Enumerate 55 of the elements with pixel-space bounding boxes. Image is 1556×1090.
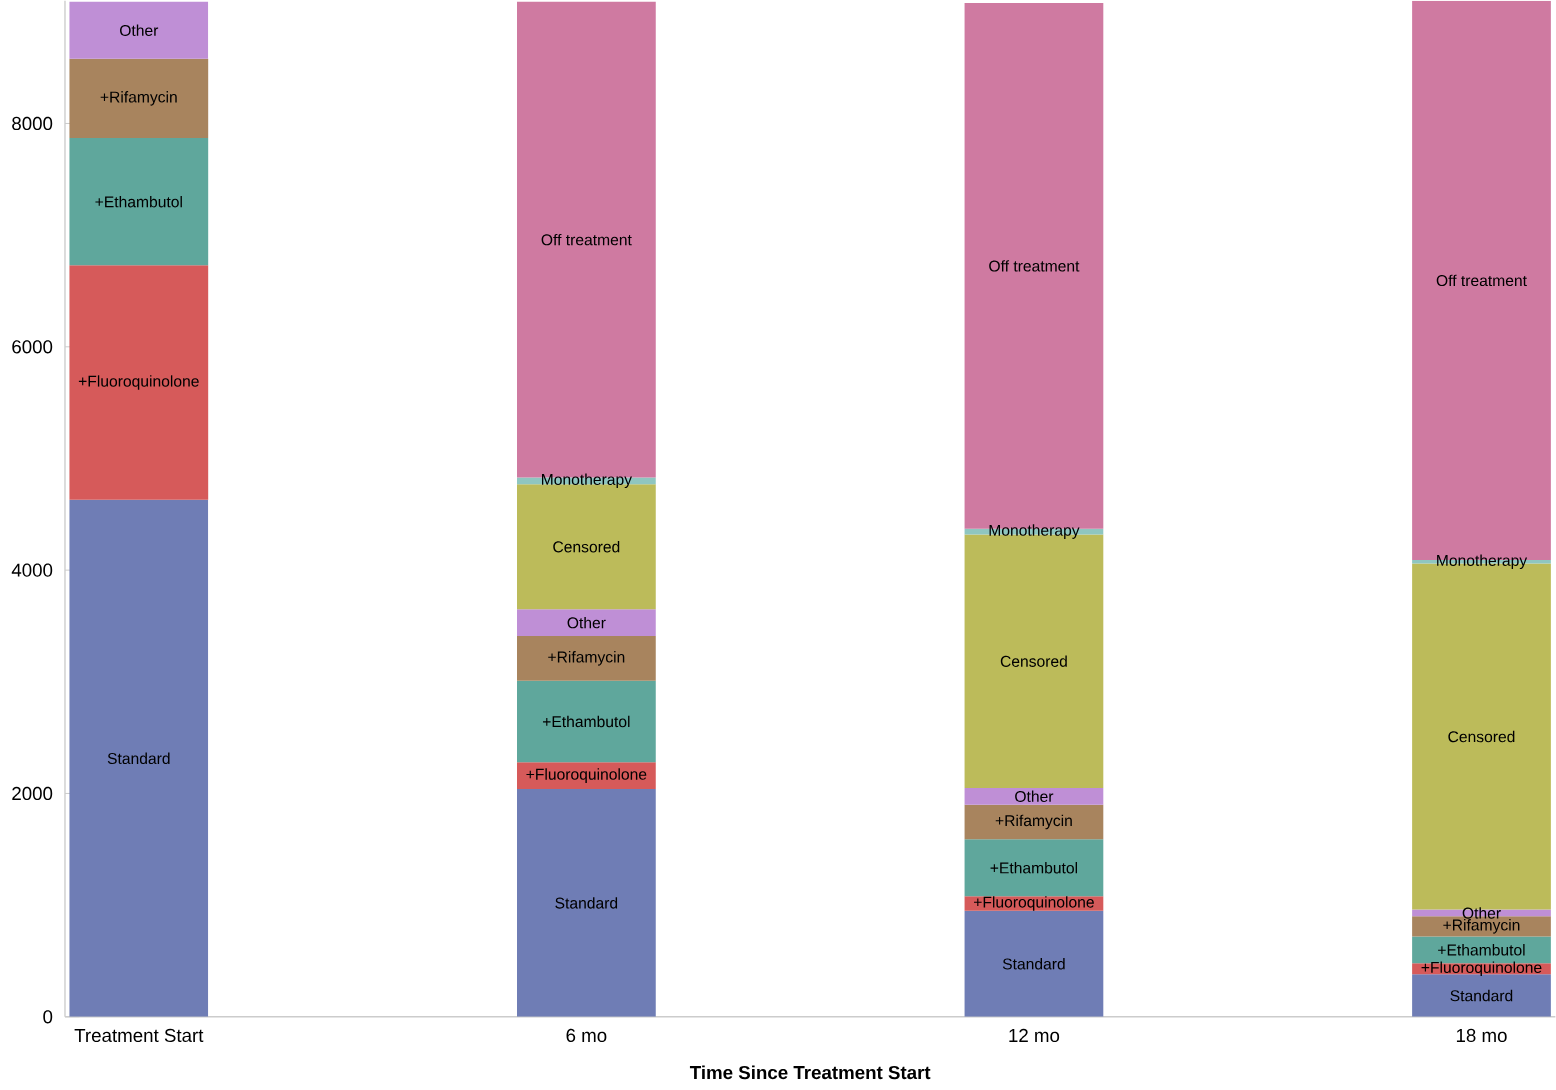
text: Off treatment bbox=[1436, 274, 1527, 286]
text: Other bbox=[567, 616, 606, 629]
bar bbox=[1412, 936, 1551, 963]
series-label: +Ethambutol bbox=[1438, 943, 1525, 956]
x-tick-label: 12 mo bbox=[1009, 1028, 1060, 1042]
bar bbox=[964, 787, 1104, 805]
text: Other bbox=[120, 24, 159, 36]
y-tick-label: 2000 bbox=[12, 786, 53, 800]
bar bbox=[517, 680, 656, 762]
text: Monotherapy bbox=[542, 473, 632, 488]
text: +Fluoroquinolone bbox=[526, 768, 647, 783]
text: Other bbox=[1015, 790, 1054, 802]
text: +Ethambutol bbox=[990, 861, 1077, 874]
bar bbox=[517, 761, 656, 789]
bar bbox=[69, 499, 209, 1017]
bar bbox=[69, 265, 209, 500]
x-tick-label: 6 mo bbox=[566, 1028, 607, 1042]
text: +Ethambutol bbox=[95, 195, 182, 208]
bar bbox=[964, 839, 1104, 896]
x-axis-title: Time Since Treatment Start bbox=[689, 1065, 931, 1079]
series-label: +Fluoroquinolone bbox=[974, 895, 1094, 911]
bar bbox=[69, 1, 209, 59]
bar bbox=[517, 635, 656, 681]
series-label: Other bbox=[1462, 907, 1501, 919]
y-tick-label: 6000 bbox=[12, 339, 53, 354]
series-label: Off treatment bbox=[989, 259, 1080, 272]
series-label: Monotherapy bbox=[1437, 554, 1528, 569]
text: +Rifamycin bbox=[995, 814, 1072, 830]
series-label: +Rifamycin bbox=[1443, 918, 1520, 934]
y-tick-label: 8000 bbox=[12, 116, 53, 130]
x-tick-label: Treatment Start bbox=[74, 1028, 204, 1042]
y-tick-label: 0 bbox=[43, 1009, 53, 1024]
x-tick-label: 18 mo bbox=[1456, 1028, 1507, 1042]
series-label: Standard bbox=[1450, 989, 1513, 1002]
text: +Rifamycin bbox=[100, 90, 177, 106]
text: Off treatment bbox=[541, 233, 632, 246]
text: Censored bbox=[1448, 730, 1515, 743]
series-label: Censored bbox=[553, 540, 620, 553]
text: Standard bbox=[1002, 957, 1065, 970]
bar bbox=[69, 58, 209, 138]
y-tick-label: 4000 bbox=[11, 563, 53, 577]
bar bbox=[69, 137, 209, 266]
text: +Ethambutol bbox=[542, 715, 630, 727]
text: Standard bbox=[555, 896, 618, 909]
bar bbox=[964, 910, 1104, 1017]
bar bbox=[517, 788, 656, 1017]
bar bbox=[517, 608, 656, 636]
bar bbox=[1412, 974, 1551, 1017]
bar bbox=[964, 804, 1104, 840]
text: +Rifamycin bbox=[548, 650, 625, 666]
text: Monotherapy bbox=[989, 524, 1080, 539]
text: Standard bbox=[107, 752, 170, 764]
text: +Fluoroquinolone bbox=[1421, 961, 1542, 976]
text: Censored bbox=[1000, 655, 1067, 667]
text: +Fluoroquinolone bbox=[78, 375, 199, 390]
